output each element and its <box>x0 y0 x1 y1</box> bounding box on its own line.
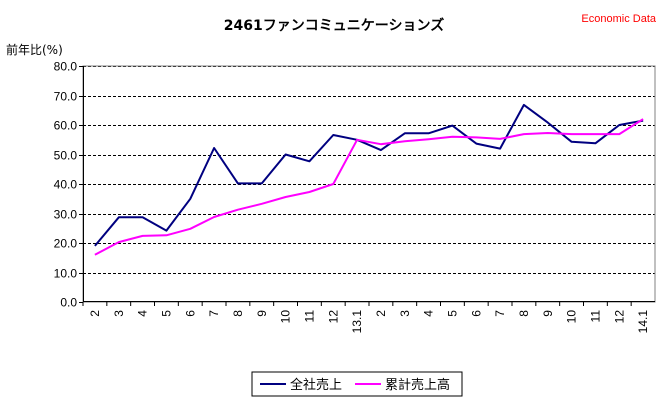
x-tick-label: 5 <box>159 310 173 317</box>
series-lines <box>94 103 644 256</box>
x-tick-label: 8 <box>517 310 531 317</box>
x-tick-label: 10 <box>279 310 293 324</box>
x-tick-label: 9 <box>255 310 269 317</box>
y-tick-label: 10.0 <box>54 267 78 281</box>
y-tick-label: 60.0 <box>54 119 78 133</box>
x-tick-label: 2 <box>88 310 102 317</box>
legend-label: 累計売上高 <box>385 377 450 393</box>
x-tick-label: 12 <box>326 310 340 324</box>
y-tick-label: 50.0 <box>54 149 78 163</box>
grid-lines <box>83 66 655 274</box>
series-line-2 <box>94 118 644 256</box>
source-label: Economic Data <box>581 13 656 25</box>
y-tick-label: 80.0 <box>54 60 78 74</box>
y-tick-label: 20.0 <box>54 237 78 251</box>
x-tick-label: 13.1 <box>350 310 364 334</box>
x-tick-label: 5 <box>445 310 459 317</box>
y-tick-label: 70.0 <box>54 90 78 104</box>
chart-title: 2461ファンコミュニケーションズ <box>224 17 444 34</box>
x-tick-label: 2 <box>374 310 388 317</box>
y-axis-label: 前年比(%) <box>6 42 63 57</box>
y-tick-label: 30.0 <box>54 208 78 222</box>
x-tick-label: 3 <box>398 310 412 317</box>
y-tick-label: 40.0 <box>54 178 78 192</box>
x-tick-label: 4 <box>422 310 436 317</box>
legend: 全社売上 累計売上高 <box>260 377 450 393</box>
x-tick-label: 3 <box>112 310 126 317</box>
series-line-1 <box>94 103 644 247</box>
x-tick-label: 6 <box>469 310 483 317</box>
y-tick-label: 0.0 <box>60 296 77 310</box>
x-tick-labels: 2 3 4 5 6 7 8 9 10 11 12 13.1 2 3 4 5 6 7 8 9 10 11 12 14.1 <box>82 302 650 334</box>
x-tick-label: 8 <box>231 310 245 317</box>
x-tick-label: 11 <box>302 310 316 323</box>
x-tick-label: 9 <box>541 310 555 317</box>
y-tick-labels: 0.0 10.0 20.0 30.0 40.0 50.0 60.0 70.0 80.0 <box>54 60 83 310</box>
x-tick-label: 11 <box>588 310 602 323</box>
x-tick-label: 4 <box>136 310 150 317</box>
x-tick-label: 7 <box>207 310 221 317</box>
x-tick-label: 14.1 <box>636 310 650 334</box>
x-tick-label: 12 <box>612 310 626 324</box>
x-tick-label: 7 <box>493 310 507 317</box>
legend-label: 全社売上 <box>290 377 342 393</box>
x-tick-label: 10 <box>565 310 579 324</box>
x-tick-label: 6 <box>183 310 197 317</box>
